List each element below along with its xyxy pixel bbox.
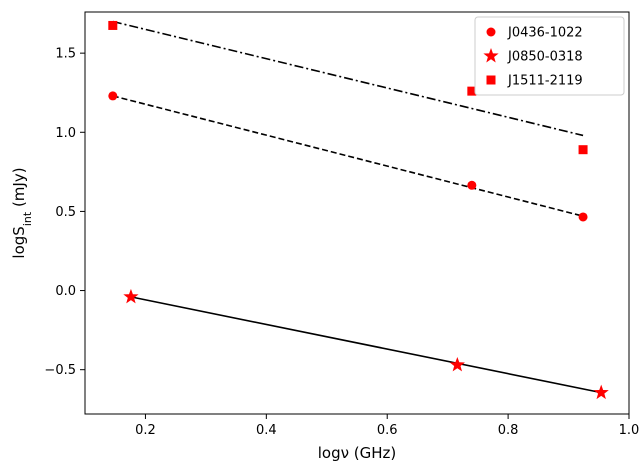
x-axis-ticks: 0.2 0.4 0.6 0.8 1.0 [135, 414, 639, 438]
y-tick-label: 1.5 [55, 47, 76, 62]
legend-label: J1511-2119 [507, 74, 583, 89]
fit-line-j1511-2119 [112, 20, 584, 137]
y-axis-label: logSint (mJy) [10, 167, 34, 258]
legend-frame [474, 16, 625, 96]
x-axis-label: logν (GHz) [318, 444, 397, 462]
legend: J0436-1022 J0850-0318 J1511-2119 [474, 16, 625, 96]
x-tick-label: 0.4 [256, 423, 277, 438]
legend-label: J0436-1022 [507, 26, 583, 41]
legend-marker-star [483, 48, 499, 63]
data-point-square [578, 145, 588, 155]
x-tick-label: 1.0 [619, 423, 640, 438]
legend-marker-square [486, 75, 496, 85]
y-tick-label: 1.0 [55, 126, 76, 141]
data-point-circle [578, 212, 588, 222]
plot-area-frame [84, 11, 630, 415]
y-tick-label: 0.5 [55, 205, 76, 220]
data-point-square [467, 86, 477, 96]
data-point-circle [108, 91, 118, 101]
legend-marker-circle [486, 27, 496, 37]
y-tick-label: −0.5 [44, 363, 76, 378]
data-point-star [123, 288, 139, 304]
data-point-star [449, 356, 465, 372]
data-point-star [593, 384, 609, 400]
x-tick-label: 0.2 [135, 423, 156, 438]
legend-label: J0850-0318 [507, 50, 583, 65]
data-markers [108, 20, 609, 400]
fit-line-j0850-0318 [130, 296, 602, 394]
x-tick-label: 0.8 [498, 423, 519, 438]
y-tick-label: 0.0 [55, 284, 76, 299]
data-point-square [108, 20, 118, 30]
fit-line-j0436-1022 [112, 95, 584, 217]
fit-lines [112, 20, 602, 394]
x-tick-label: 0.6 [377, 423, 398, 438]
y-axis-ticks: −0.5 0.0 0.5 1.0 1.5 [44, 47, 85, 378]
data-point-circle [467, 180, 477, 190]
